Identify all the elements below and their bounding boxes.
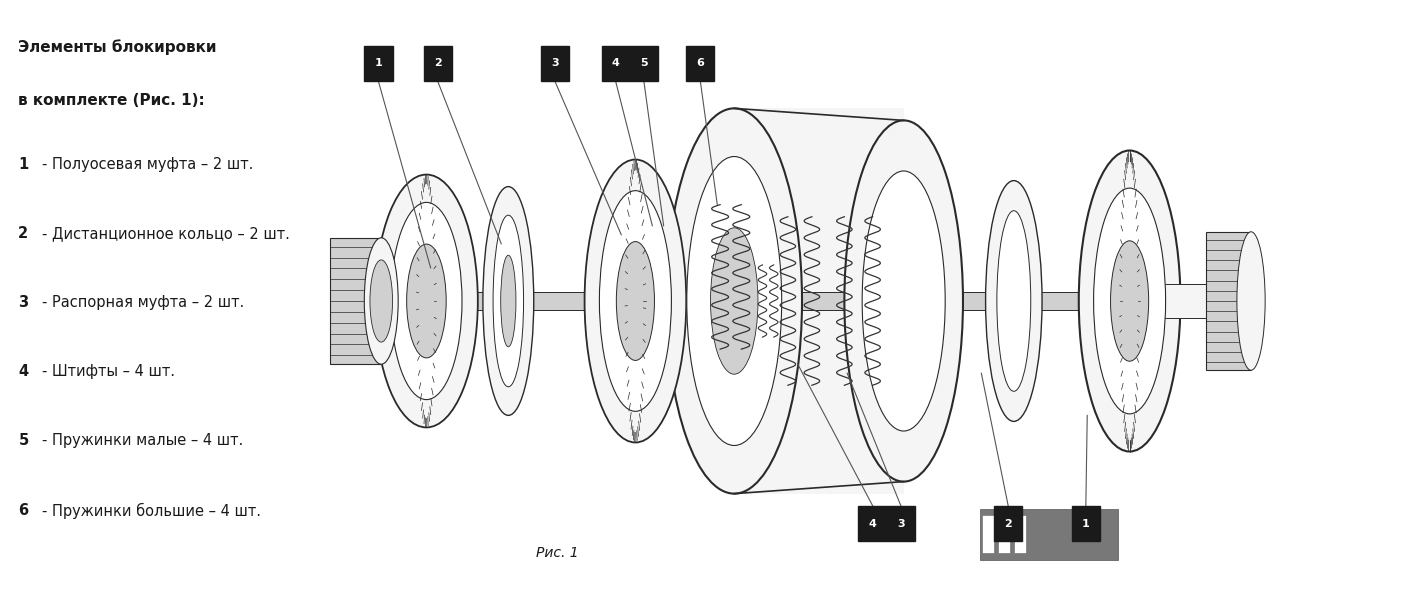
Bar bbox=[686, 46, 714, 81]
Ellipse shape bbox=[1111, 241, 1149, 361]
Ellipse shape bbox=[686, 157, 782, 445]
Ellipse shape bbox=[666, 108, 802, 494]
Bar bbox=[630, 46, 658, 81]
Ellipse shape bbox=[616, 241, 655, 361]
Text: - Полуосевая муфта – 2 шт.: - Полуосевая муфта – 2 шт. bbox=[42, 157, 254, 172]
Text: 2: 2 bbox=[18, 226, 28, 241]
Text: Элементы блокировки: Элементы блокировки bbox=[18, 39, 217, 55]
Ellipse shape bbox=[600, 191, 672, 411]
Ellipse shape bbox=[585, 160, 686, 442]
Text: 2: 2 bbox=[433, 58, 442, 68]
Text: 1: 1 bbox=[1082, 519, 1090, 529]
Ellipse shape bbox=[501, 255, 515, 347]
Ellipse shape bbox=[493, 215, 524, 387]
Ellipse shape bbox=[364, 238, 398, 364]
Ellipse shape bbox=[863, 171, 945, 431]
Ellipse shape bbox=[710, 228, 758, 374]
Text: - Дистанционное кольцо – 2 шт.: - Дистанционное кольцо – 2 шт. bbox=[42, 226, 291, 241]
Bar bbox=[998, 515, 1011, 553]
Bar bbox=[381, 292, 1151, 310]
Bar bbox=[734, 108, 904, 494]
Ellipse shape bbox=[1094, 188, 1166, 414]
Bar bbox=[1135, 284, 1228, 318]
Bar bbox=[330, 238, 381, 364]
Text: 5: 5 bbox=[18, 433, 28, 448]
Ellipse shape bbox=[483, 187, 534, 415]
Text: 2: 2 bbox=[1004, 519, 1012, 529]
Text: 1: 1 bbox=[18, 157, 28, 172]
Bar bbox=[981, 515, 994, 553]
Text: - Пружинки малые – 4 шт.: - Пружинки малые – 4 шт. bbox=[42, 433, 244, 448]
Bar bbox=[364, 46, 393, 81]
Bar bbox=[541, 46, 569, 81]
Ellipse shape bbox=[407, 244, 446, 358]
Text: 6: 6 bbox=[696, 58, 705, 68]
Text: 4: 4 bbox=[611, 58, 620, 68]
Bar bbox=[994, 506, 1022, 541]
Text: 3: 3 bbox=[551, 58, 559, 68]
Bar bbox=[1014, 515, 1027, 553]
Ellipse shape bbox=[376, 175, 477, 427]
Text: - Пружинки большие – 4 шт.: - Пружинки большие – 4 шт. bbox=[42, 503, 261, 519]
Text: Рис. 1: Рис. 1 bbox=[537, 546, 579, 560]
Bar bbox=[1072, 506, 1100, 541]
Text: в комплекте (Рис. 1):: в комплекте (Рис. 1): bbox=[18, 93, 205, 108]
Text: 4: 4 bbox=[868, 519, 877, 529]
Ellipse shape bbox=[1079, 150, 1180, 452]
Bar bbox=[381, 284, 426, 318]
Text: 3: 3 bbox=[897, 519, 905, 529]
Text: 6: 6 bbox=[18, 503, 28, 518]
Ellipse shape bbox=[844, 120, 963, 482]
Text: - Штифты – 4 шт.: - Штифты – 4 шт. bbox=[42, 364, 175, 379]
Ellipse shape bbox=[997, 211, 1031, 391]
Text: 4: 4 bbox=[18, 364, 28, 379]
Text: - Распорная муфта – 2 шт.: - Распорная муфта – 2 шт. bbox=[42, 295, 244, 310]
Bar bbox=[858, 506, 887, 541]
Ellipse shape bbox=[391, 202, 462, 400]
Text: 5: 5 bbox=[640, 58, 648, 68]
Bar bbox=[887, 506, 915, 541]
Ellipse shape bbox=[1237, 232, 1265, 370]
Text: 3: 3 bbox=[18, 295, 28, 310]
Bar bbox=[424, 46, 452, 81]
Text: 1: 1 bbox=[374, 58, 383, 68]
Bar bbox=[1206, 232, 1251, 370]
Ellipse shape bbox=[986, 181, 1042, 421]
Ellipse shape bbox=[370, 260, 393, 342]
Bar bbox=[602, 46, 630, 81]
Bar bbox=[980, 509, 1118, 560]
